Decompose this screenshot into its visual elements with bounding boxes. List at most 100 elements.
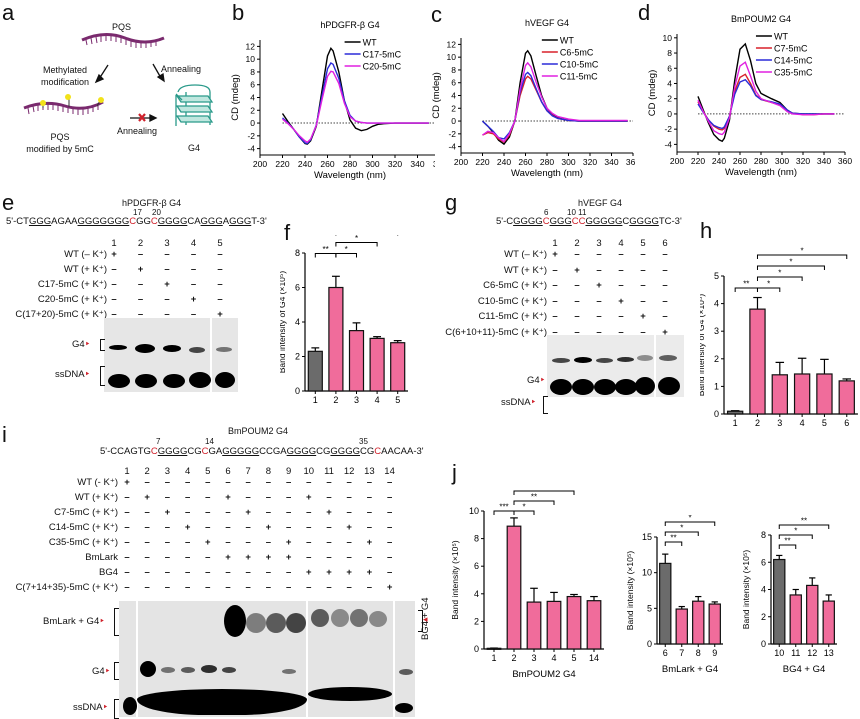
condition-sign: –	[366, 507, 373, 518]
significance-label: *	[345, 245, 348, 254]
y-tick-label: -4	[664, 139, 672, 149]
sequence-prefix: 5'-CT	[6, 216, 29, 227]
x-tick-label: 200	[670, 156, 684, 166]
condition-sign: –	[225, 522, 231, 533]
condition-sign: –	[285, 477, 292, 488]
condition-sign: –	[285, 567, 292, 578]
panel-label-i: i	[2, 422, 7, 447]
series-line-c17-5mc	[282, 62, 429, 145]
gel-i-bg4-g4-label: BG4 + G4	[420, 597, 431, 640]
condition-label: BmLark	[85, 552, 118, 563]
panel-label-j: j	[452, 460, 457, 485]
gel-band	[222, 667, 236, 673]
gel-band	[596, 358, 613, 363]
pqs-modified-label: PQS modified by 5mC	[20, 131, 100, 155]
condition-sign: –	[386, 537, 393, 548]
x-tick-label: 2	[511, 653, 516, 663]
legend-label: C6-5mC	[560, 48, 594, 58]
gel-band	[163, 345, 181, 352]
condition-sign: –	[285, 582, 292, 593]
y-axis-label: Band intensity (×10⁵)	[625, 551, 635, 631]
panel-label-e: e	[2, 190, 15, 215]
condition-sign: +	[326, 567, 332, 578]
condition-sign: –	[164, 537, 171, 548]
panel-e-title: hPDGFR-β G4	[122, 198, 182, 208]
lane-number: 2	[137, 238, 144, 249]
condition-label: C(17+20)-5mC (+ K⁺)	[15, 309, 107, 320]
y-tick-label: 3	[714, 326, 719, 336]
x-tick-label: 360	[838, 156, 852, 166]
x-tick-label: 360	[433, 159, 435, 169]
legend-label: C14-5mC	[774, 56, 813, 66]
y-tick-label: 2	[667, 94, 672, 104]
y-axis-label: CD (mdeg)	[647, 70, 658, 116]
condition-sign: –	[245, 522, 251, 533]
lane-number: 2	[574, 238, 580, 249]
y-tick-label: 2	[474, 616, 479, 626]
x-tick-label: 3	[354, 395, 359, 405]
condition-sign: –	[265, 492, 272, 503]
condition-sign: –	[306, 507, 312, 518]
lane-number: 6	[225, 466, 231, 477]
bar-3	[348, 330, 365, 392]
condition-sign: –	[326, 582, 332, 593]
condition-sign: –	[386, 552, 393, 563]
x-tick-label: 4	[551, 653, 556, 663]
condition-label: WT (+ K⁺)	[63, 264, 107, 275]
condition-sign: +	[164, 279, 170, 290]
condition-sign: –	[386, 507, 393, 518]
gel-band	[637, 355, 653, 361]
panel-label-b: b	[232, 0, 245, 25]
bar-1	[307, 350, 323, 392]
y-axis-label: Band intensity (×10⁵)	[450, 540, 460, 620]
condition-sign: –	[184, 492, 191, 503]
chart-title: hVEGF G4	[525, 18, 569, 28]
condition-sign: –	[184, 552, 191, 563]
series-line-c7-5mc	[697, 73, 835, 131]
bar-5	[816, 373, 833, 415]
condition-label: WT (+ K⁺)	[74, 492, 118, 503]
y-tick-label: 2	[714, 354, 719, 364]
y-tick-label: 10	[246, 54, 256, 64]
y-tick-label: 4	[474, 589, 479, 599]
marker-7: 7	[156, 437, 161, 446]
x-tick-label: 280	[754, 156, 768, 166]
lane-number: 5	[640, 238, 646, 249]
condition-sign: –	[111, 279, 117, 290]
y-axis-label: CD (mdeg)	[230, 74, 241, 120]
x-tick-label: 6	[663, 648, 668, 658]
significance-label: ***	[499, 503, 508, 512]
legend-label: C35-5mC	[774, 68, 813, 78]
g4-label: G4	[188, 143, 201, 153]
condition-sign: –	[111, 264, 117, 275]
y-tick-label: 12	[447, 39, 457, 49]
x-tick-label: 4	[800, 418, 805, 428]
x-tick-label: 2	[755, 418, 760, 428]
condition-sign: –	[164, 309, 170, 320]
bar-7	[675, 608, 688, 645]
methylated-modification-label: Methylated modification	[36, 64, 94, 88]
condition-sign: +	[596, 280, 602, 291]
condition-sign: –	[285, 522, 292, 533]
y-tick-label: -4	[448, 142, 456, 152]
x-tick-label: 280	[343, 159, 357, 169]
condition-sign: –	[205, 507, 211, 518]
panel-g-title: hVEGF G4	[578, 198, 623, 208]
condition-sign: +	[217, 309, 223, 320]
condition-sign: –	[184, 567, 191, 578]
y-tick-label: 10	[469, 506, 479, 516]
condition-sign: –	[124, 582, 130, 593]
condition-sign: –	[306, 582, 312, 593]
gel-band	[163, 374, 185, 388]
bar-chart-h: 0 1 2 3 4 5 1 2 3 4 5 6 Band intensity of G4 (×10⁵) *…	[700, 247, 858, 428]
lane-number: 10	[303, 466, 315, 477]
lane-number: 4	[184, 466, 191, 477]
significance-bracket	[513, 500, 555, 505]
sequence-suffix: T-3'	[251, 216, 267, 227]
condition-sign: –	[265, 567, 272, 578]
bracket	[114, 662, 119, 680]
condition-sign: –	[225, 507, 231, 518]
condition-sign: –	[640, 249, 646, 260]
condition-label: C(6+10+11)-5mC (+ K⁺)	[445, 326, 547, 338]
condition-sign: +	[205, 537, 211, 548]
